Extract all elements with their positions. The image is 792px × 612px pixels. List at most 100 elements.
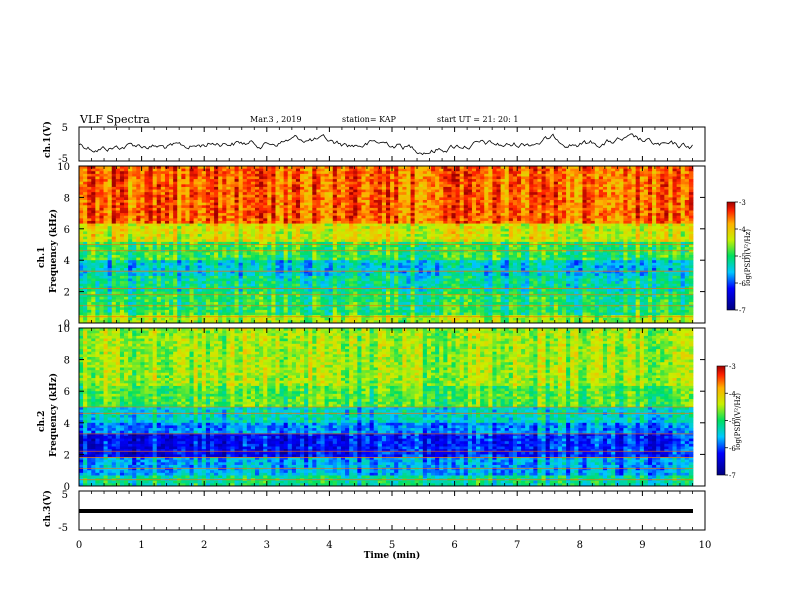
spectrogram-cell — [194, 218, 198, 221]
spectrogram-cell — [144, 307, 148, 310]
spectrogram-cell — [366, 302, 370, 305]
spectrogram-cell — [116, 203, 120, 206]
spectrogram-cell — [374, 286, 378, 289]
spectrogram-cell — [284, 174, 288, 177]
spectrogram-cell — [263, 213, 267, 216]
spectrogram-cell — [230, 224, 234, 227]
spectrogram-cell — [292, 224, 296, 227]
spectrogram-cell — [226, 216, 230, 219]
spectrogram-cell — [202, 313, 206, 316]
spectrogram-cell — [321, 210, 325, 213]
spectrogram-cell — [337, 179, 341, 182]
spectrogram-cell — [104, 260, 108, 263]
spectrogram-cell — [112, 169, 116, 172]
spectrogram-cell — [288, 299, 292, 302]
spectrogram-cell — [280, 176, 284, 179]
spectrogram-cell — [349, 226, 353, 229]
spectrogram-cell — [296, 281, 300, 284]
spectrogram-cell — [128, 200, 132, 203]
spectrogram-cell — [333, 221, 337, 224]
spectrogram-cell — [243, 281, 247, 284]
spectrogram-cell — [87, 200, 91, 203]
spectrogram-cell — [132, 281, 136, 284]
spectrogram-cell — [128, 268, 132, 271]
spectrogram-cell — [259, 250, 263, 253]
spectrogram-cell — [202, 200, 206, 203]
spectrogram-cell — [419, 174, 423, 177]
spectrogram-cell — [402, 216, 406, 219]
spectrogram-cell — [190, 218, 194, 221]
spectrogram-cell — [95, 224, 99, 227]
spectrogram-cell — [378, 187, 382, 190]
spectrogram-cell — [157, 237, 161, 240]
spectrogram-cell — [329, 229, 333, 232]
spectrogram-cell — [120, 247, 124, 250]
spectrogram-cell — [226, 255, 230, 258]
spectrogram-cell — [411, 268, 415, 271]
spectrogram-cell — [87, 292, 91, 295]
spectrogram-cell — [271, 307, 275, 310]
spectrogram-cell — [300, 258, 304, 261]
spectrogram-cell — [140, 224, 144, 227]
spectrogram-cell — [99, 302, 103, 305]
spectrogram-cell — [353, 265, 357, 268]
spectrogram-cell — [181, 218, 185, 221]
spectrogram-cell — [263, 265, 267, 268]
spectrogram-cell — [366, 208, 370, 211]
spectrogram-cell — [194, 297, 198, 300]
spectrogram-cell — [406, 252, 410, 255]
spectrogram-cell — [79, 237, 83, 240]
spectrogram-cell — [181, 210, 185, 213]
spectrogram-cell — [185, 195, 189, 198]
spectrogram-cell — [161, 197, 165, 200]
spectrogram-cell — [239, 192, 243, 195]
spectrogram-cell — [263, 258, 267, 261]
spectrogram-cell — [161, 273, 165, 276]
spectrogram-cell — [378, 276, 382, 279]
spectrogram-cell — [275, 255, 279, 258]
spectrogram-cell — [357, 213, 361, 216]
spectrogram-cell — [108, 252, 112, 255]
spectrogram-cell — [185, 299, 189, 302]
spectrogram-cell — [210, 305, 214, 308]
spectrogram-cell — [149, 313, 153, 316]
spectrogram-cell — [169, 174, 173, 177]
spectrogram-cell — [136, 216, 140, 219]
spectrogram-cell — [370, 297, 374, 300]
spectrogram-cell — [226, 187, 230, 190]
spectrogram-cell — [382, 252, 386, 255]
spectrogram-cell — [271, 203, 275, 206]
spectrogram-cell — [235, 307, 239, 310]
spectrogram-cell — [108, 176, 112, 179]
spectrogram-cell — [128, 265, 132, 268]
spectrogram-cell — [402, 268, 406, 271]
spectrogram-cell — [267, 192, 271, 195]
spectrogram-cell — [275, 200, 279, 203]
spectrogram-cell — [292, 226, 296, 229]
spectrogram-cell — [288, 286, 292, 289]
spectrogram-cell — [161, 276, 165, 279]
spectrogram-cell — [132, 192, 136, 195]
spectrogram-cell — [337, 205, 341, 208]
spectrogram-cell — [165, 231, 169, 234]
spectrogram-cell — [398, 169, 402, 172]
spectrogram-cell — [202, 237, 206, 240]
spectrogram-cell — [382, 305, 386, 308]
spectrogram-cell — [157, 195, 161, 198]
spectrogram-cell — [300, 184, 304, 187]
spectrogram-cell — [140, 208, 144, 211]
spectrogram-cell — [120, 245, 124, 248]
spectrogram-cell — [120, 310, 124, 313]
spectrogram-cell — [157, 187, 161, 190]
spectrogram-cell — [104, 208, 108, 211]
spectrogram-cell — [353, 255, 357, 258]
spectrogram-cell — [300, 284, 304, 287]
spectrogram-cell — [415, 171, 419, 174]
spectrogram-cell — [263, 273, 267, 276]
spectrogram-cell — [161, 192, 165, 195]
spectrogram-cell — [173, 205, 177, 208]
spectrogram-cell — [91, 224, 95, 227]
spectrogram-cell — [190, 213, 194, 216]
spectrogram-cell — [386, 273, 390, 276]
spectrogram-cell — [353, 250, 357, 253]
